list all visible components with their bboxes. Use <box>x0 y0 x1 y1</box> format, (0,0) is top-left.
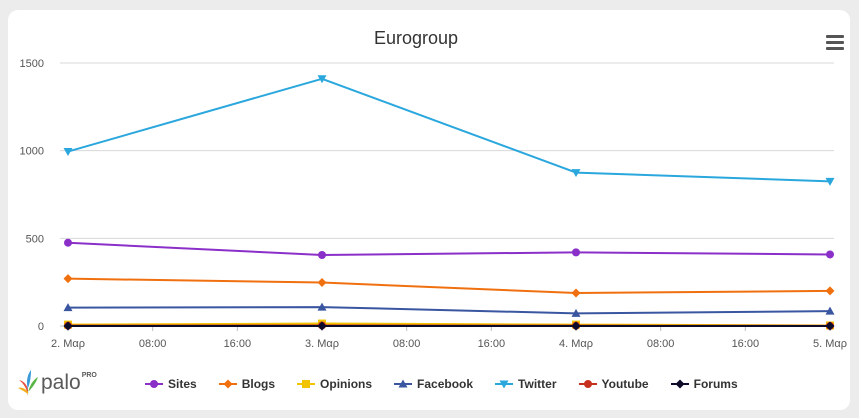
data-point-blogs <box>571 288 581 298</box>
legend-marker <box>499 380 509 389</box>
x-tick-label: 3. Μαρ <box>305 338 339 350</box>
legend-label: Youtube <box>601 377 649 391</box>
legend-label: Facebook <box>417 377 474 391</box>
data-point-facebook <box>825 306 835 315</box>
series-line-sites <box>67 241 831 256</box>
x-tick-label: 16:00 <box>224 338 252 350</box>
logo-superscript: PRO <box>81 371 97 379</box>
legend-symbol-icon <box>218 379 237 389</box>
data-point-sites <box>826 250 834 259</box>
legend-item-blogs[interactable]: Blogs <box>218 377 276 391</box>
legend-symbol-icon <box>670 379 689 389</box>
legend-label: Twitter <box>518 377 557 391</box>
logo-text: palo <box>41 371 81 394</box>
data-point-sites <box>64 238 72 247</box>
data-point-facebook <box>571 308 581 317</box>
legend-symbol-icon <box>495 380 514 389</box>
data-point-facebook <box>63 303 73 312</box>
legend-label: Opinions <box>320 377 373 391</box>
y-tick-label: 500 <box>26 233 44 245</box>
legend-label: Blogs <box>241 377 276 391</box>
data-point-twitter <box>63 148 73 157</box>
legend-label: Forums <box>693 377 738 391</box>
legend-label: Sites <box>168 377 197 391</box>
data-point-sites <box>572 248 580 257</box>
chart-menu-button[interactable] <box>826 35 844 51</box>
legend-item-opinions[interactable]: Opinions <box>297 377 372 391</box>
palo-logo: palo PRO <box>17 368 97 398</box>
legend-marker <box>583 380 592 388</box>
data-point-blogs <box>317 278 327 288</box>
legend-marker <box>302 380 311 388</box>
x-tick-label: 16:00 <box>478 338 506 350</box>
data-point-forums <box>825 321 835 331</box>
series-line-twitter <box>67 77 831 183</box>
chart-panel: Eurogroup <box>8 10 850 410</box>
y-tick-label: 1500 <box>20 58 44 70</box>
legend-symbol-icon <box>578 380 597 388</box>
x-tick-label: 08:00 <box>647 338 675 350</box>
chart-title: Eurogroup <box>373 28 459 48</box>
legend-item-sites[interactable]: Sites <box>145 377 197 391</box>
series-line-blogs <box>67 277 831 295</box>
x-tick-label: 08:00 <box>393 338 421 350</box>
legend-item-youtube[interactable]: Youtube <box>578 377 649 391</box>
leaf-icon <box>18 370 38 396</box>
data-point-forums <box>63 321 73 331</box>
data-point-twitter <box>317 75 327 84</box>
legend-symbol-icon <box>297 380 316 388</box>
x-tick-label: 2. Μαρ <box>51 338 85 350</box>
x-tick-label: 5. Μαρ <box>813 338 847 350</box>
data-point-forums <box>317 321 327 331</box>
menu-bar-icon <box>826 41 844 44</box>
legend-marker <box>150 380 158 388</box>
legend-item-forums[interactable]: Forums <box>670 377 738 391</box>
legend-item-twitter[interactable]: Twitter <box>495 377 557 391</box>
data-point-sites <box>318 250 326 259</box>
data-point-facebook <box>317 302 327 311</box>
x-tick-label: 4. Μαρ <box>559 338 593 350</box>
menu-bar-icon <box>826 35 844 38</box>
menu-bar-icon <box>826 47 844 50</box>
legend-symbol-icon <box>145 380 163 388</box>
x-tick-label: 16:00 <box>732 338 760 350</box>
legend-symbol-icon <box>394 379 413 388</box>
legend-marker <box>398 379 408 388</box>
data-point-twitter <box>571 169 581 178</box>
y-tick-label: 0 <box>38 321 44 333</box>
chart-legend: Sites Blogs Opinions Facebook Twitter Youtube… <box>145 377 760 391</box>
legend-marker <box>675 379 685 389</box>
legend-item-facebook[interactable]: Facebook <box>394 377 473 391</box>
data-point-twitter <box>825 177 835 186</box>
y-tick-label: 1000 <box>20 146 44 158</box>
x-tick-label: 08:00 <box>139 338 167 350</box>
data-point-blogs <box>825 286 835 296</box>
data-point-blogs <box>63 274 73 284</box>
series-line-facebook <box>67 306 831 315</box>
data-point-forums <box>571 321 581 331</box>
legend-marker <box>223 379 233 389</box>
